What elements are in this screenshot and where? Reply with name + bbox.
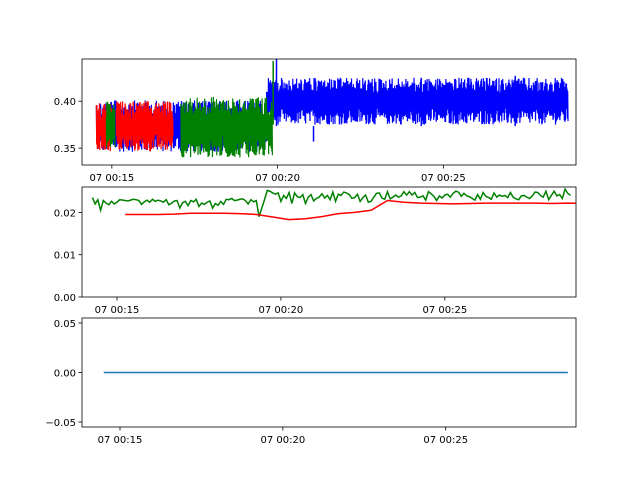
- series-top-2-segment-0: [105, 101, 116, 148]
- series-middle-1-line: [125, 199, 576, 221]
- x-tick-label: 07 00:20: [255, 173, 300, 184]
- y-tick-label: 0.40: [54, 97, 76, 108]
- chart-panel-middle: 0.00 0.01 0.02 07 00:15 07 00:20 07 00:25: [54, 186, 577, 316]
- x-tick-label: 07 00:25: [421, 173, 466, 184]
- series-top-1-segment-1: [115, 101, 174, 152]
- x-tick-label: 07 00:15: [98, 435, 143, 446]
- axes-frame-top: [81, 58, 577, 166]
- chart-panel-bottom: −0.05 0.00 0.05 07 00:15 07 00:20 07 00:25: [45, 317, 577, 446]
- series-top-2-segment-1: [180, 96, 273, 158]
- y-tick-label: 0.35: [54, 144, 76, 155]
- y-tick-label: 0.00: [54, 293, 76, 304]
- x-tick-label: 07 00:15: [95, 305, 140, 316]
- x-tick-label: 07 00:25: [423, 435, 468, 446]
- chart-panel-top: 0.35 0.40 07 00:15 07 00:20 07 00:25: [54, 58, 577, 184]
- x-tick-label: 07 00:20: [259, 305, 304, 316]
- x-tick-label: 07 00:15: [89, 173, 134, 184]
- plot-area-top: [95, 59, 569, 158]
- y-tick-label: 0.05: [54, 319, 76, 330]
- x-tick-label: 07 00:25: [422, 305, 467, 316]
- plot-area-middle: [91, 187, 576, 221]
- x-tick-label: 07 00:20: [260, 435, 305, 446]
- y-tick-label: 0.02: [54, 208, 76, 219]
- axes-frame-middle: [81, 186, 577, 298]
- series-middle-0-line: [91, 187, 571, 217]
- y-tick-label: 0.00: [54, 369, 76, 380]
- y-tick-label: −0.05: [45, 418, 76, 429]
- y-tick-label: 0.01: [54, 251, 76, 262]
- series-top-0-segment-1: [265, 77, 569, 125]
